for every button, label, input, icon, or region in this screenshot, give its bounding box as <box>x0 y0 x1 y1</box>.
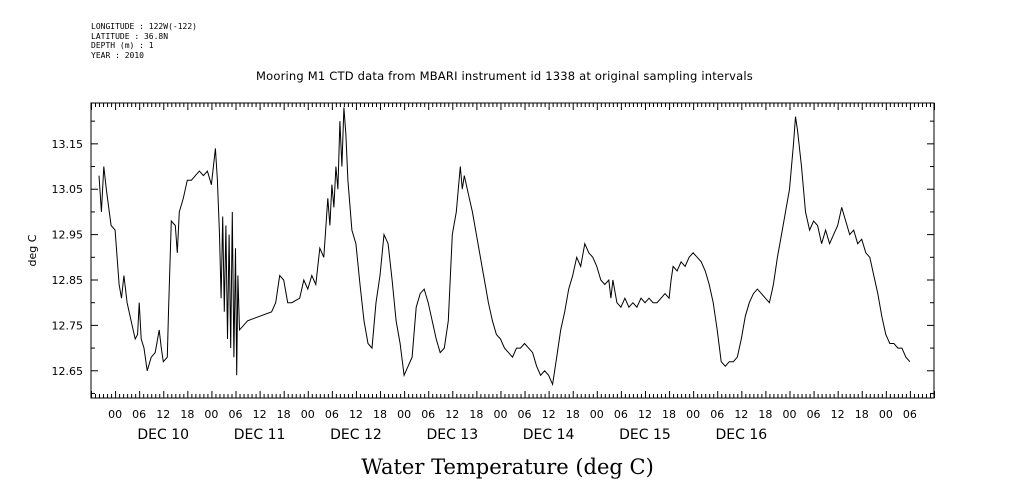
metadata-depth: DEPTH (m) : 1 <box>91 41 154 51</box>
x-axis-label: Water Temperature (deg C) <box>361 455 654 479</box>
x-tick-label: 12 <box>445 408 459 421</box>
x-tick-label: 00 <box>397 408 411 421</box>
y-tick-label: 13.15 <box>52 138 84 151</box>
y-tick-label: 13.05 <box>52 183 84 196</box>
y-axis-label: deg C <box>26 234 39 266</box>
x-tick-label: 06 <box>518 408 532 421</box>
x-tick-label: 18 <box>758 408 772 421</box>
x-tick-label: 06 <box>325 408 339 421</box>
x-tick-label: 18 <box>662 408 676 421</box>
x-day-label: DEC 11 <box>234 427 286 443</box>
x-tick-label: 00 <box>204 408 218 421</box>
x-tick-label: 06 <box>614 408 628 421</box>
x-day-label: DEC 16 <box>715 427 767 443</box>
x-tick-label: 06 <box>903 408 917 421</box>
x-tick-label: 00 <box>590 408 604 421</box>
x-tick-label: 12 <box>349 408 363 421</box>
x-tick-label: 18 <box>469 408 483 421</box>
x-tick-label: 00 <box>301 408 315 421</box>
x-day-label: DEC 10 <box>137 427 189 443</box>
metadata-latitude: LATITUDE : 36.8N <box>91 31 169 41</box>
x-tick-label: 18 <box>180 408 194 421</box>
x-day-label: DEC 13 <box>426 427 478 443</box>
x-tick-label: 00 <box>108 408 122 421</box>
x-tick-label: 06 <box>807 408 821 421</box>
x-tick-label: 12 <box>542 408 556 421</box>
metadata-year: YEAR : 2010 <box>91 50 144 60</box>
y-tick-label: 12.65 <box>52 365 84 378</box>
x-tick-label: 06 <box>229 408 243 421</box>
x-tick-label: 12 <box>638 408 652 421</box>
metadata-longitude: LONGITUDE : 122W(-122) <box>91 22 197 31</box>
x-tick-label: 12 <box>156 408 170 421</box>
x-tick-label: 00 <box>879 408 893 421</box>
chart-title: Mooring M1 CTD data from MBARI instrumen… <box>256 69 753 83</box>
y-tick-label: 12.95 <box>52 229 84 242</box>
x-tick-label: 06 <box>421 408 435 421</box>
metadata-block: LONGITUDE : 122W(-122) LATITUDE : 36.8N … <box>91 22 197 60</box>
x-tick-label: 18 <box>855 408 869 421</box>
series-line <box>98 107 911 387</box>
y-tick-label: 12.75 <box>52 319 84 332</box>
x-day-label: DEC 15 <box>619 427 671 443</box>
x-tick-label: 00 <box>782 408 796 421</box>
x-tick-label: 18 <box>277 408 291 421</box>
x-tick-label: 06 <box>710 408 724 421</box>
x-tick-label: 00 <box>493 408 507 421</box>
x-tick-label: 18 <box>373 408 387 421</box>
x-tick-label: 18 <box>566 408 580 421</box>
x-day-label: DEC 14 <box>523 427 575 443</box>
x-tick-label: 12 <box>253 408 267 421</box>
x-tick-label: 06 <box>132 408 146 421</box>
y-tick-label: 12.85 <box>52 274 84 287</box>
x-tick-label: 00 <box>686 408 700 421</box>
x-tick-label: 12 <box>734 408 748 421</box>
plot-frame <box>90 102 935 399</box>
x-day-label: DEC 12 <box>330 427 382 443</box>
x-tick-label: 12 <box>831 408 845 421</box>
